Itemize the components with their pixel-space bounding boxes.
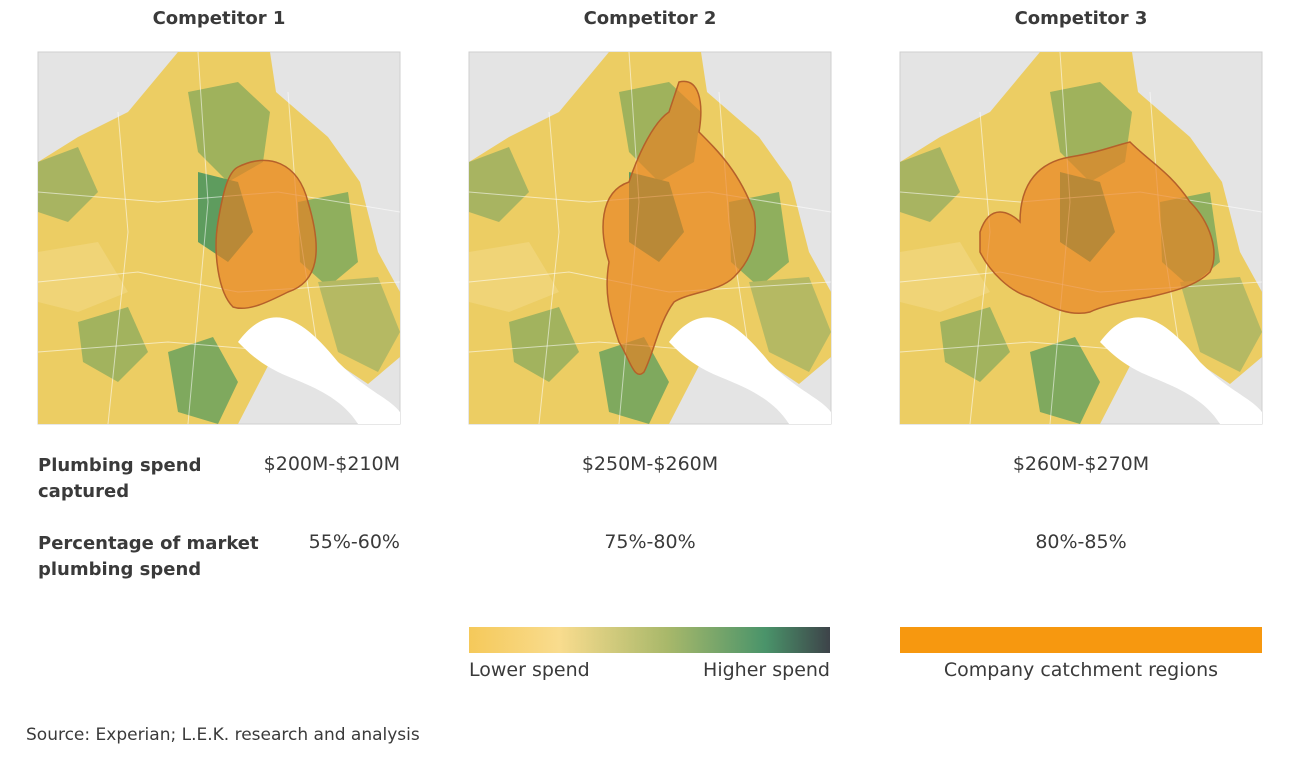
catchment-region <box>979 141 1215 315</box>
map-1 <box>37 51 401 425</box>
spend-value: $200M-$210M <box>263 453 400 475</box>
share-value: 75%-80% <box>604 531 696 553</box>
map-2 <box>468 51 832 425</box>
spend-gradient-legend <box>469 627 830 653</box>
map-3 <box>899 51 1263 425</box>
legend-high: Higher spend <box>703 659 830 681</box>
share-value: 55%-60% <box>308 531 400 553</box>
share-value: 80%-85% <box>1035 531 1127 553</box>
panel-title: Competitor 1 <box>152 8 286 29</box>
catchment-region <box>602 80 756 375</box>
catchment-legend-swatch <box>900 627 1262 653</box>
panel-title: Competitor 2 <box>583 8 717 29</box>
source-note: Source: Experian; L.E.K. research and an… <box>26 725 420 745</box>
spend-value: $260M-$270M <box>1012 453 1150 475</box>
row-label: Percentage of market plumbing spend <box>38 533 259 580</box>
row-label: Plumbing spend captured <box>38 455 202 502</box>
legend-catchment: Company catchment regions <box>943 659 1219 681</box>
legend-low: Lower spend <box>469 659 590 681</box>
catchment-region <box>215 159 317 309</box>
panel-title: Competitor 3 <box>1014 8 1148 29</box>
spend-value: $250M-$260M <box>581 453 719 475</box>
